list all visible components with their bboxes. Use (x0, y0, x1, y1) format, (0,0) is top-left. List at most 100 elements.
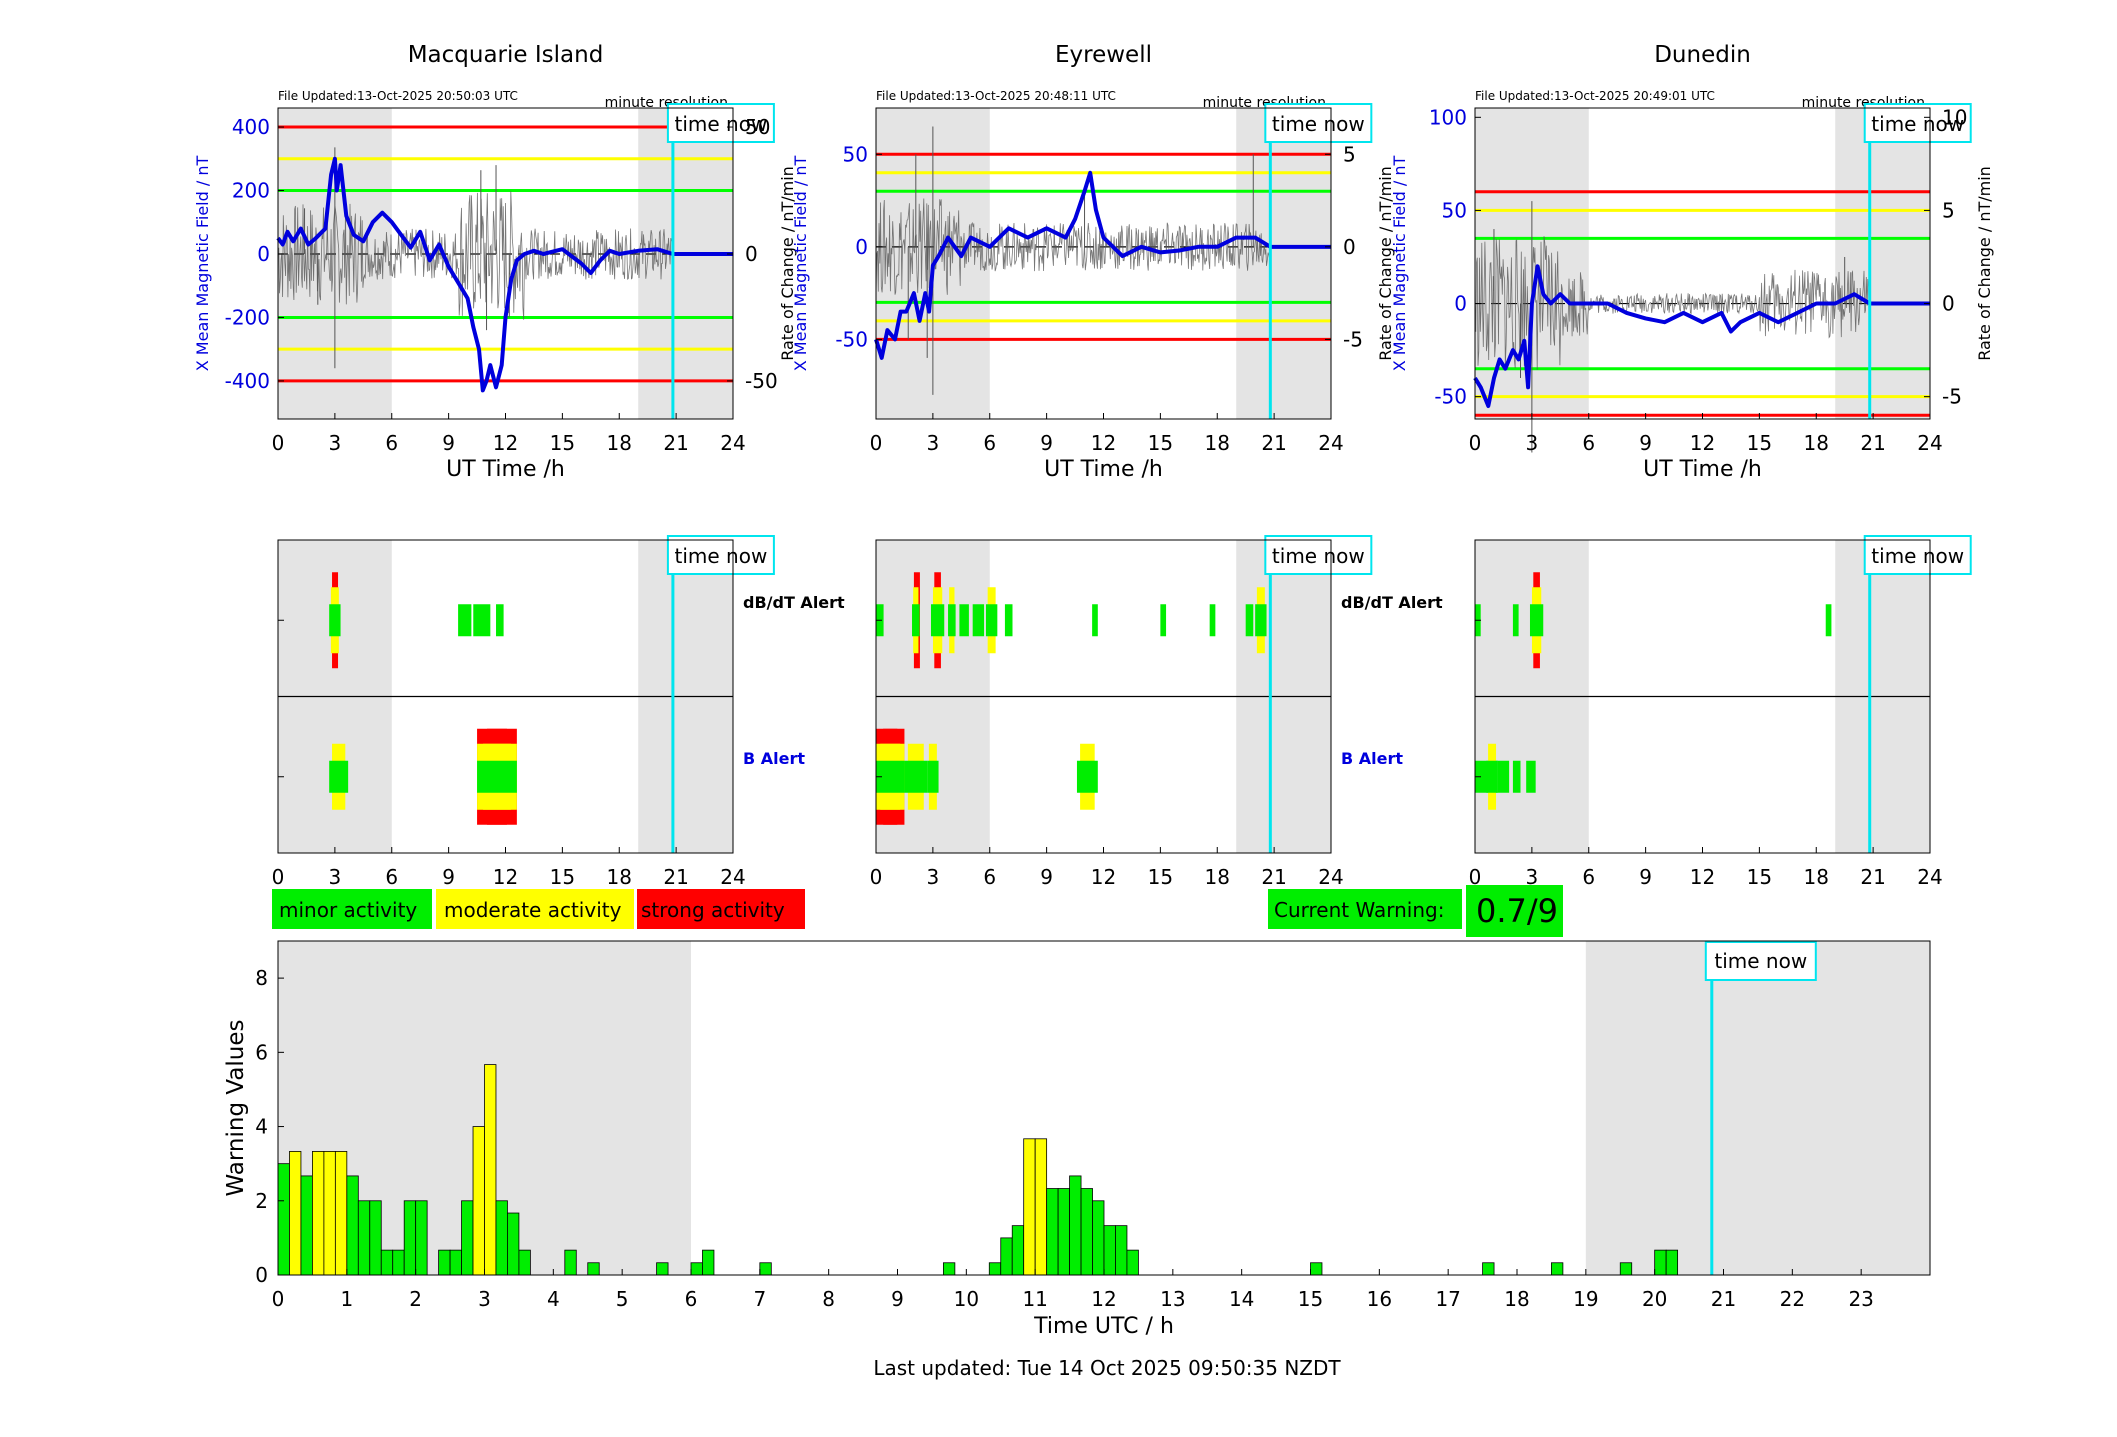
x-tick-label: 18 (1205, 431, 1230, 455)
warning-bar (1046, 1188, 1059, 1276)
x-tick-label: 11 (1022, 1287, 1047, 1311)
x-tick-label: 12 (1091, 1287, 1116, 1311)
x-tick-label: 3 (329, 865, 342, 889)
warning-bar (1310, 1262, 1323, 1276)
warning-bar (702, 1249, 715, 1276)
warning-bar (564, 1249, 577, 1276)
warning-bar (1665, 1249, 1679, 1276)
x-tick-label: 18 (1205, 865, 1230, 889)
x-tick-label: 21 (663, 431, 688, 455)
x-tick-label: 6 (1582, 865, 1595, 889)
dbdt-alert-minor (1825, 604, 1832, 637)
left-y-tick-label: -400 (225, 369, 270, 393)
warning-bar (1000, 1237, 1013, 1276)
left-y-tick-label: 400 (232, 115, 270, 139)
right-y-tick-label: -50 (745, 369, 778, 393)
time-now-box (1264, 103, 1373, 143)
x-tick-label: 6 (685, 1287, 698, 1311)
warning-bar (1023, 1138, 1036, 1276)
x-tick-label: 9 (1639, 865, 1652, 889)
rate-of-change-series (875, 198, 1271, 295)
last-updated: Last updated: Tue 14 Oct 2025 09:50:35 N… (873, 1356, 1341, 1380)
station-title: Eyrewell (1055, 42, 1152, 68)
legend-moderate-swatch (436, 889, 634, 929)
x-tick-label: 15 (1747, 865, 1772, 889)
x-tick-label: 0 (272, 865, 285, 889)
current-warning: Current Warning: 0.7/9 (1268, 885, 1563, 937)
x-tick-label: 18 (607, 431, 632, 455)
x-tick-label: 20 (1642, 1287, 1667, 1311)
left-y-tick-label: 50 (1442, 198, 1467, 222)
b-alert-minor (1526, 760, 1536, 793)
y-tick-label: 6 (255, 1040, 268, 1064)
x-tick-label: 15 (550, 431, 575, 455)
left-y-tick-label: 0 (855, 235, 868, 259)
warning-bar (1654, 1249, 1667, 1276)
x-tick-label: 0 (1469, 431, 1482, 455)
x-tick-label: 9 (891, 1287, 904, 1311)
station-title: Macquarie Island (408, 42, 604, 68)
left-y-axis-label: X Mean Magnetic Field / nT (193, 156, 212, 372)
warning-bar (449, 1249, 462, 1276)
x-tick-label: 14 (1229, 1287, 1254, 1311)
warning-bar (461, 1200, 474, 1276)
x-tick-label: 0 (272, 431, 285, 455)
x-tick-label: 9 (1639, 431, 1652, 455)
right-y-axis-label: Rate of Change / nT/min (1975, 166, 1994, 361)
x-tick-label: 15 (1148, 865, 1173, 889)
station-panel-1: Eyrewell File Updated:13-Oct-2025 20:48:1… (791, 42, 1395, 482)
dbdt-alert-minor (948, 604, 956, 637)
x-tick-label: 3 (927, 431, 940, 455)
x-tick-label: 12 (493, 431, 518, 455)
right-y-tick-label: 5 (1343, 142, 1356, 166)
x-tick-label: 21 (1261, 431, 1286, 455)
warning-bar (277, 1163, 290, 1276)
dbdt-alert-minor (1255, 604, 1267, 637)
x-tick-label: 8 (822, 1287, 835, 1311)
dbdt-alert-minor (1245, 604, 1254, 637)
x-tick-label: 12 (1091, 431, 1116, 455)
x-tick-label: 6 (983, 865, 996, 889)
x-tick-label: 10 (954, 1287, 979, 1311)
time-now-box (1704, 941, 1817, 981)
x-tick-label: 19 (1573, 1287, 1598, 1311)
file-updated: File Updated:13-Oct-2025 20:50:03 UTC (278, 89, 518, 103)
left-y-tick-label: -50 (1434, 385, 1467, 409)
x-tick-label: 24 (1917, 431, 1942, 455)
x-tick-label: 18 (1804, 865, 1829, 889)
dbdt-alert-minor (1004, 604, 1013, 637)
x-tick-label: 15 (1747, 431, 1772, 455)
x-tick-label: 24 (1917, 865, 1942, 889)
x-axis-label: UT Time /h (1643, 457, 1762, 482)
x-tick-label: 12 (1091, 865, 1116, 889)
x-tick-label: 3 (329, 431, 342, 455)
warning-bar (392, 1249, 405, 1276)
y-tick-label: 8 (255, 966, 268, 990)
right-y-tick-label: 0 (1942, 292, 1955, 316)
warning-bar (942, 1262, 956, 1276)
warning-bar (289, 1151, 302, 1276)
legend-strong-label: strong activity (641, 898, 785, 922)
magnetic-field-series (1473, 264, 1871, 408)
time-now-box (666, 103, 775, 143)
x-tick-label: 3 (1526, 431, 1539, 455)
x-axis-label: UT Time /h (1044, 457, 1163, 482)
time-now-label: time now (1871, 544, 1964, 568)
left-y-tick-label: 100 (1429, 105, 1467, 129)
right-y-tick-label: -5 (1942, 385, 1962, 409)
warning-bar (369, 1200, 382, 1276)
time-now-label: time now (1272, 544, 1365, 568)
warning-bar (1080, 1188, 1093, 1276)
left-y-tick-label: -50 (835, 327, 868, 351)
x-tick-label: 6 (385, 865, 398, 889)
alert-panel-1: time now 0 3 6 9 12 15 18 21 24 dB/dT Alert B Alert (870, 535, 1443, 889)
x-axis-label: UT Time /h (446, 457, 565, 482)
x-tick-label: 0 (870, 431, 883, 455)
right-y-tick-label: 0 (1343, 235, 1356, 259)
dbdt-alert-minor (458, 604, 472, 637)
y-tick-label: 0 (255, 1263, 268, 1287)
x-tick-label: 15 (550, 865, 575, 889)
x-tick-label: 3 (927, 865, 940, 889)
right-y-tick-label: -5 (1343, 327, 1363, 351)
